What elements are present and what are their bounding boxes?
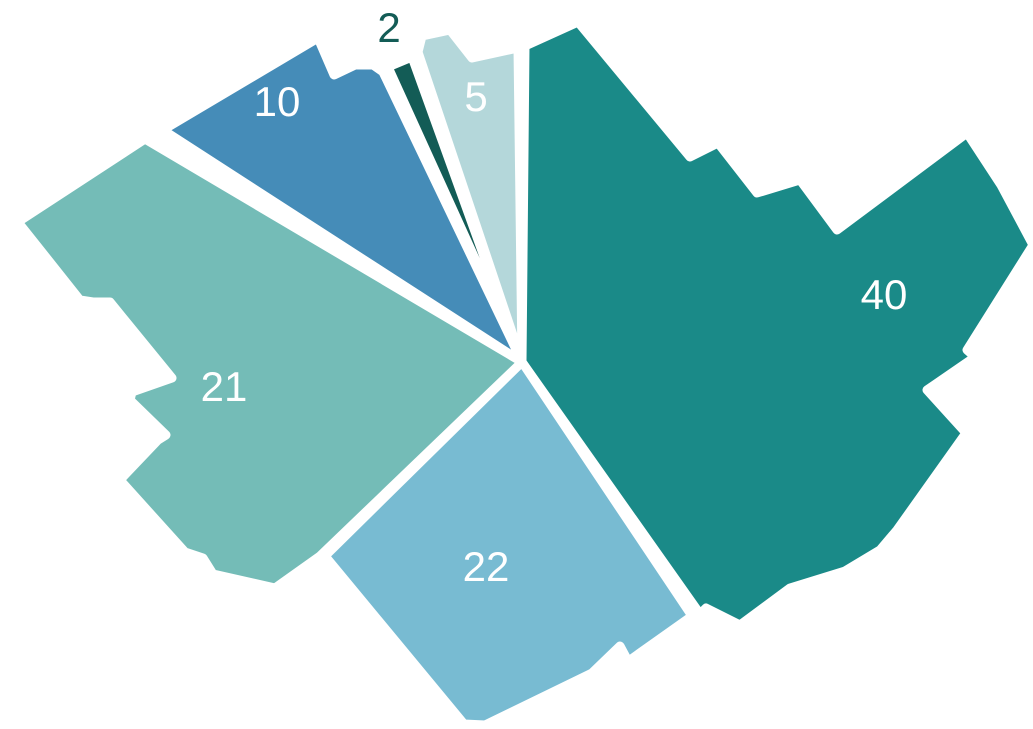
data-label-21: 21	[201, 363, 248, 410]
data-label-2: 2	[377, 4, 400, 51]
segment-21	[13, 134, 527, 593]
data-label-10: 10	[254, 78, 301, 125]
data-label-22: 22	[463, 543, 510, 590]
segment-5	[413, 25, 527, 367]
chart-segments	[13, 17, 1033, 729]
chart-labels: 40 22 21 10 2 5	[201, 4, 908, 590]
segment-10	[158, 33, 527, 367]
data-label-5: 5	[464, 73, 487, 120]
segment-22	[320, 357, 697, 729]
data-label-40: 40	[861, 271, 908, 318]
segment-40	[517, 17, 1033, 630]
